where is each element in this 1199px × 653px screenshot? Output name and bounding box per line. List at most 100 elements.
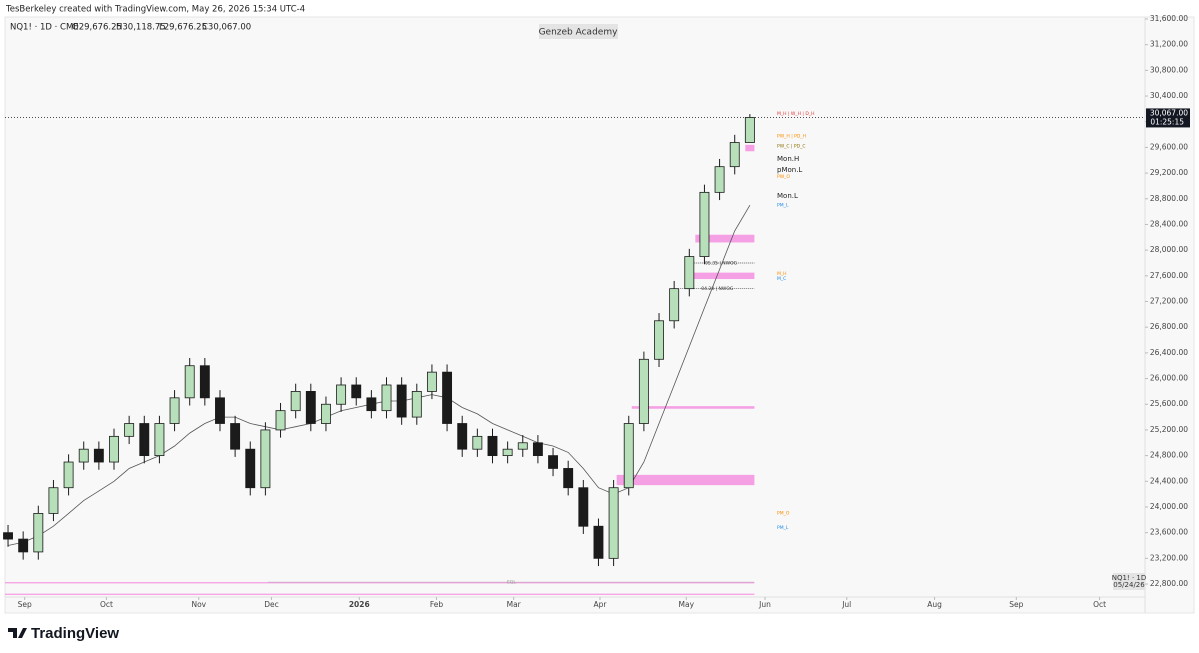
y-tick-label: 24,000.00: [1150, 502, 1188, 511]
candle-body: [517, 442, 528, 450]
candle: [78, 441, 89, 470]
candle-body: [260, 429, 271, 489]
candle: [169, 390, 180, 432]
candle: [3, 524, 13, 547]
y-tick-label: 24,400.00: [1150, 476, 1188, 485]
candle-body: [714, 166, 725, 193]
candle-body: [351, 384, 362, 399]
y-tick-label: 26,400.00: [1150, 348, 1188, 357]
candle-body: [487, 435, 498, 457]
level-annotation: PW_O: [777, 174, 790, 180]
y-tick-label: 28,400.00: [1150, 219, 1188, 228]
candle: [33, 505, 44, 560]
candle: [578, 480, 589, 534]
candle-body: [502, 448, 513, 457]
badge-symbol: NQ1! · 1D: [1112, 574, 1147, 582]
y-tick-label: 31,600.00: [1150, 14, 1188, 23]
x-tick-label: Sep: [1009, 600, 1023, 609]
candle-body: [684, 256, 695, 290]
candle-body: [532, 442, 543, 457]
x-tick-label: Oct: [1093, 600, 1106, 609]
logo-mark: [8, 628, 27, 638]
x-tick-label: Mar: [507, 600, 522, 609]
candle-body: [381, 384, 392, 412]
liquidity-zone: [684, 272, 755, 280]
candle-body: [578, 487, 589, 527]
candle: [563, 460, 574, 496]
candle: [260, 422, 271, 496]
moving-average: [7, 204, 751, 546]
x-tick-label: Jun: [758, 600, 771, 609]
candle-body: [48, 487, 59, 514]
candle-body: [124, 423, 135, 437]
liquidity-zone: [616, 474, 755, 486]
candle: [502, 441, 513, 464]
candle-body: [548, 455, 558, 469]
candle: [744, 114, 755, 143]
y-tick-label: 25,200.00: [1150, 425, 1188, 434]
candle: [199, 358, 210, 406]
liquidity-zone: [631, 406, 755, 409]
liquidity-zone: [695, 234, 755, 243]
level-annotation: PM_L: [777, 525, 789, 531]
candle-body: [638, 358, 649, 424]
watermark-box: [539, 24, 618, 39]
x-tick-label: Feb: [430, 600, 444, 609]
badge-box: [1113, 573, 1145, 590]
y-tick-label: 29,200.00: [1150, 168, 1188, 177]
y-tick-label: 26,800.00: [1150, 322, 1188, 331]
candle: [305, 383, 316, 432]
symbol-header: NQ1! · 1D · CME O29,676.25 H30,118.75 L2…: [10, 23, 251, 33]
tradingview-logo: TradingView: [8, 625, 119, 642]
candle-body: [336, 384, 347, 405]
y-tick-label: 27,200.00: [1150, 297, 1188, 306]
level-label: EQL: [507, 580, 516, 586]
ohlc-open: O29,676.25: [72, 23, 122, 33]
candle: [426, 364, 437, 400]
candle-body: [230, 423, 241, 450]
candle-body: [184, 365, 195, 399]
candle-body: [275, 410, 286, 431]
level-annotation: M_H: [777, 271, 787, 277]
level-label: 04.28 | NWOG: [701, 286, 734, 292]
y-tick-label: 31,200.00: [1150, 40, 1188, 49]
y-tick-label: 28,000.00: [1150, 245, 1188, 254]
level-annotation: Mon.L: [777, 192, 798, 200]
last-price-box: [1146, 108, 1190, 128]
y-tick-label: 23,200.00: [1150, 553, 1188, 562]
candle-body: [426, 371, 437, 392]
y-tick-label: 24,800.00: [1150, 451, 1188, 460]
symbol-title: NQ1! · 1D · CME: [10, 23, 79, 33]
candle: [351, 377, 362, 406]
candle-body: [623, 423, 634, 489]
x-tick-label: May: [679, 600, 695, 609]
candle: [124, 415, 135, 445]
candle-body: [305, 391, 316, 424]
ohlc-low: L29,676.25: [159, 23, 207, 33]
candle-body: [366, 397, 377, 412]
candle: [411, 383, 422, 425]
candle-body: [654, 320, 664, 360]
candle-body: [729, 142, 740, 168]
last-price-label: 30,067.00: [1150, 108, 1188, 117]
candle-body: [321, 403, 331, 424]
candle-body: [93, 448, 104, 463]
liquidity-zone: [5, 593, 755, 595]
candle-body: [139, 423, 150, 457]
candle-body: [290, 391, 301, 412]
candle-body: [245, 448, 256, 489]
candle-body: [396, 384, 407, 418]
x-tick-label: Apr: [593, 600, 607, 609]
candle: [608, 480, 619, 567]
y-tick-label: 23,600.00: [1150, 528, 1188, 537]
x-tick-label: Jul: [841, 600, 851, 609]
candle-body: [33, 512, 44, 553]
candle: [245, 441, 256, 496]
candle-body: [563, 468, 574, 489]
x-tick-label: Nov: [191, 600, 206, 609]
candle: [154, 415, 165, 464]
chart-panel: [4, 16, 1195, 614]
candle-body: [457, 423, 468, 450]
candle-body: [744, 117, 755, 143]
